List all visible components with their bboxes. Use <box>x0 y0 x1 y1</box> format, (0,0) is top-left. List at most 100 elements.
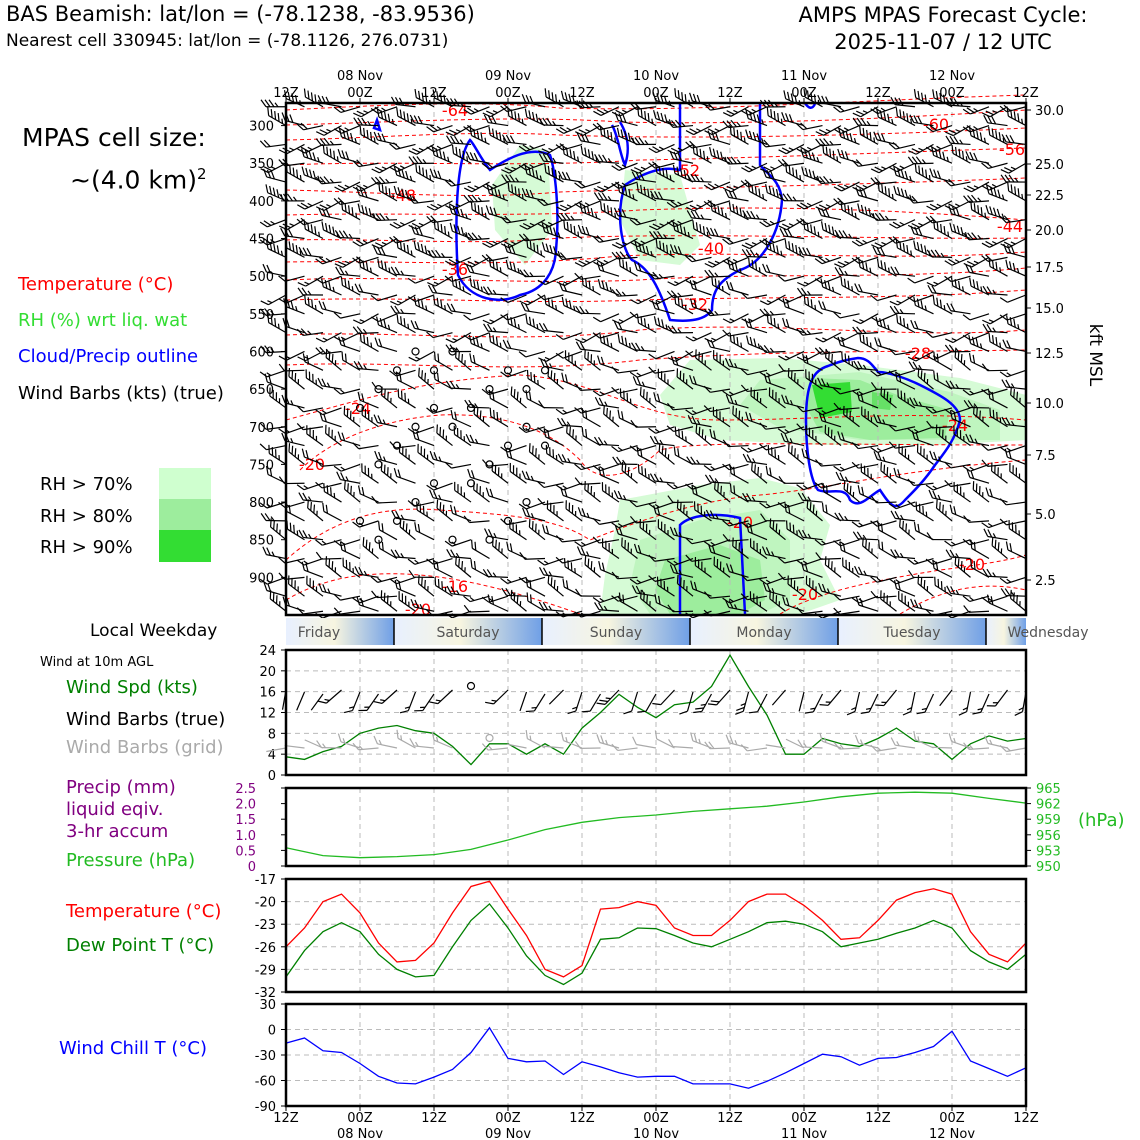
wind-barb <box>759 219 786 228</box>
barb-staff <box>267 248 287 258</box>
barb-flag <box>407 277 416 284</box>
barb-staff <box>359 256 379 264</box>
rh-level-90-label: RH > 90% <box>40 537 133 558</box>
barb-flag <box>685 130 694 136</box>
barb-flag <box>296 218 305 226</box>
wind-barb <box>390 305 416 315</box>
barb-flag <box>307 496 312 502</box>
pressure-unit-label: (hPa) <box>1078 810 1125 831</box>
barb-flag <box>325 257 331 262</box>
wind-barb <box>762 263 786 277</box>
barb-flag <box>265 465 269 475</box>
barb-flag <box>653 392 657 401</box>
barb-staff <box>490 265 509 277</box>
barb-flag <box>302 247 308 256</box>
cloud-outline <box>804 356 962 508</box>
wind-barb <box>408 143 435 155</box>
wind-barb <box>359 332 379 352</box>
barb-flag <box>281 394 286 404</box>
barb-staff <box>729 288 749 296</box>
wind-barb <box>269 387 287 409</box>
barb-staff <box>418 375 435 390</box>
barb-flag <box>450 409 454 419</box>
barb-flag <box>268 99 275 108</box>
barb-flag <box>288 229 294 238</box>
barb-staff <box>268 294 287 306</box>
barb-staff <box>878 116 897 127</box>
wind-barb <box>855 187 879 202</box>
wind-barb <box>463 181 490 193</box>
barb-flag <box>308 371 311 381</box>
barb-staff <box>934 275 953 287</box>
wind-barb <box>931 146 953 164</box>
barb-flag <box>264 345 271 353</box>
barb-flag <box>333 465 342 472</box>
barb-flag <box>280 250 283 256</box>
barb-staff <box>469 520 490 524</box>
barb-flag <box>296 530 299 536</box>
wind-barb <box>722 313 749 324</box>
wind-barb <box>926 532 953 541</box>
barb-staff <box>599 388 620 397</box>
barb-flag <box>537 293 545 301</box>
barb-flag <box>913 89 917 98</box>
wind-barb <box>593 192 620 202</box>
barb-flag <box>297 287 304 296</box>
wind-barb <box>301 448 324 465</box>
barb-flag <box>278 455 280 461</box>
barb-staff <box>525 310 546 315</box>
wind-barb <box>709 147 731 164</box>
barb-flag <box>270 220 276 225</box>
barb-staff <box>379 547 398 560</box>
wind-barb <box>741 238 768 250</box>
barb-staff <box>729 463 749 471</box>
barb-staff <box>913 606 934 612</box>
barb-flag <box>286 597 290 607</box>
barb-staff <box>767 248 786 258</box>
wind-barb <box>704 269 731 278</box>
barb-staff <box>543 608 564 612</box>
barb-staff <box>839 313 860 319</box>
barb-staff <box>581 407 601 414</box>
wind-barb <box>574 181 601 189</box>
barb-staff <box>860 313 879 325</box>
barb-flag <box>270 310 275 316</box>
wind-barb <box>555 332 583 340</box>
barb-staff <box>415 275 435 284</box>
barb-staff <box>858 444 879 450</box>
barb-staff <box>543 294 564 301</box>
barb-staff <box>469 441 490 447</box>
barb-flag <box>309 578 311 587</box>
barb-flag <box>352 442 360 450</box>
wind-barb <box>298 246 324 258</box>
temperature-contour-label: -20 <box>959 555 985 574</box>
barb-flag <box>357 485 361 494</box>
barb-flag <box>315 481 323 489</box>
barb-staff <box>821 215 842 221</box>
barb-staff <box>376 501 398 504</box>
wind-barb <box>639 386 657 409</box>
barb-flag <box>765 465 769 475</box>
wind-barb <box>484 528 509 541</box>
barb-flag <box>449 504 454 514</box>
wind-barb <box>375 316 398 334</box>
barb-flag <box>300 146 309 152</box>
barb-flag <box>286 299 291 309</box>
wind-barb <box>574 383 601 391</box>
wind-barb <box>574 407 601 414</box>
wind-barb <box>574 256 601 268</box>
wind-barb <box>468 334 490 353</box>
wind-barb <box>703 463 731 472</box>
barb-flag <box>266 547 271 556</box>
wind-barb <box>378 539 398 560</box>
precip-label-3: 3-hr accum <box>66 821 169 842</box>
barb-flag <box>280 227 286 237</box>
wind-barb <box>333 197 361 206</box>
barb-staff <box>899 526 916 541</box>
wind-barb <box>470 559 490 578</box>
barb-flag <box>298 246 304 256</box>
barb-staff <box>638 115 657 127</box>
barb-flag <box>413 240 417 250</box>
wind-barb <box>500 576 527 585</box>
barb-flag <box>597 355 601 364</box>
